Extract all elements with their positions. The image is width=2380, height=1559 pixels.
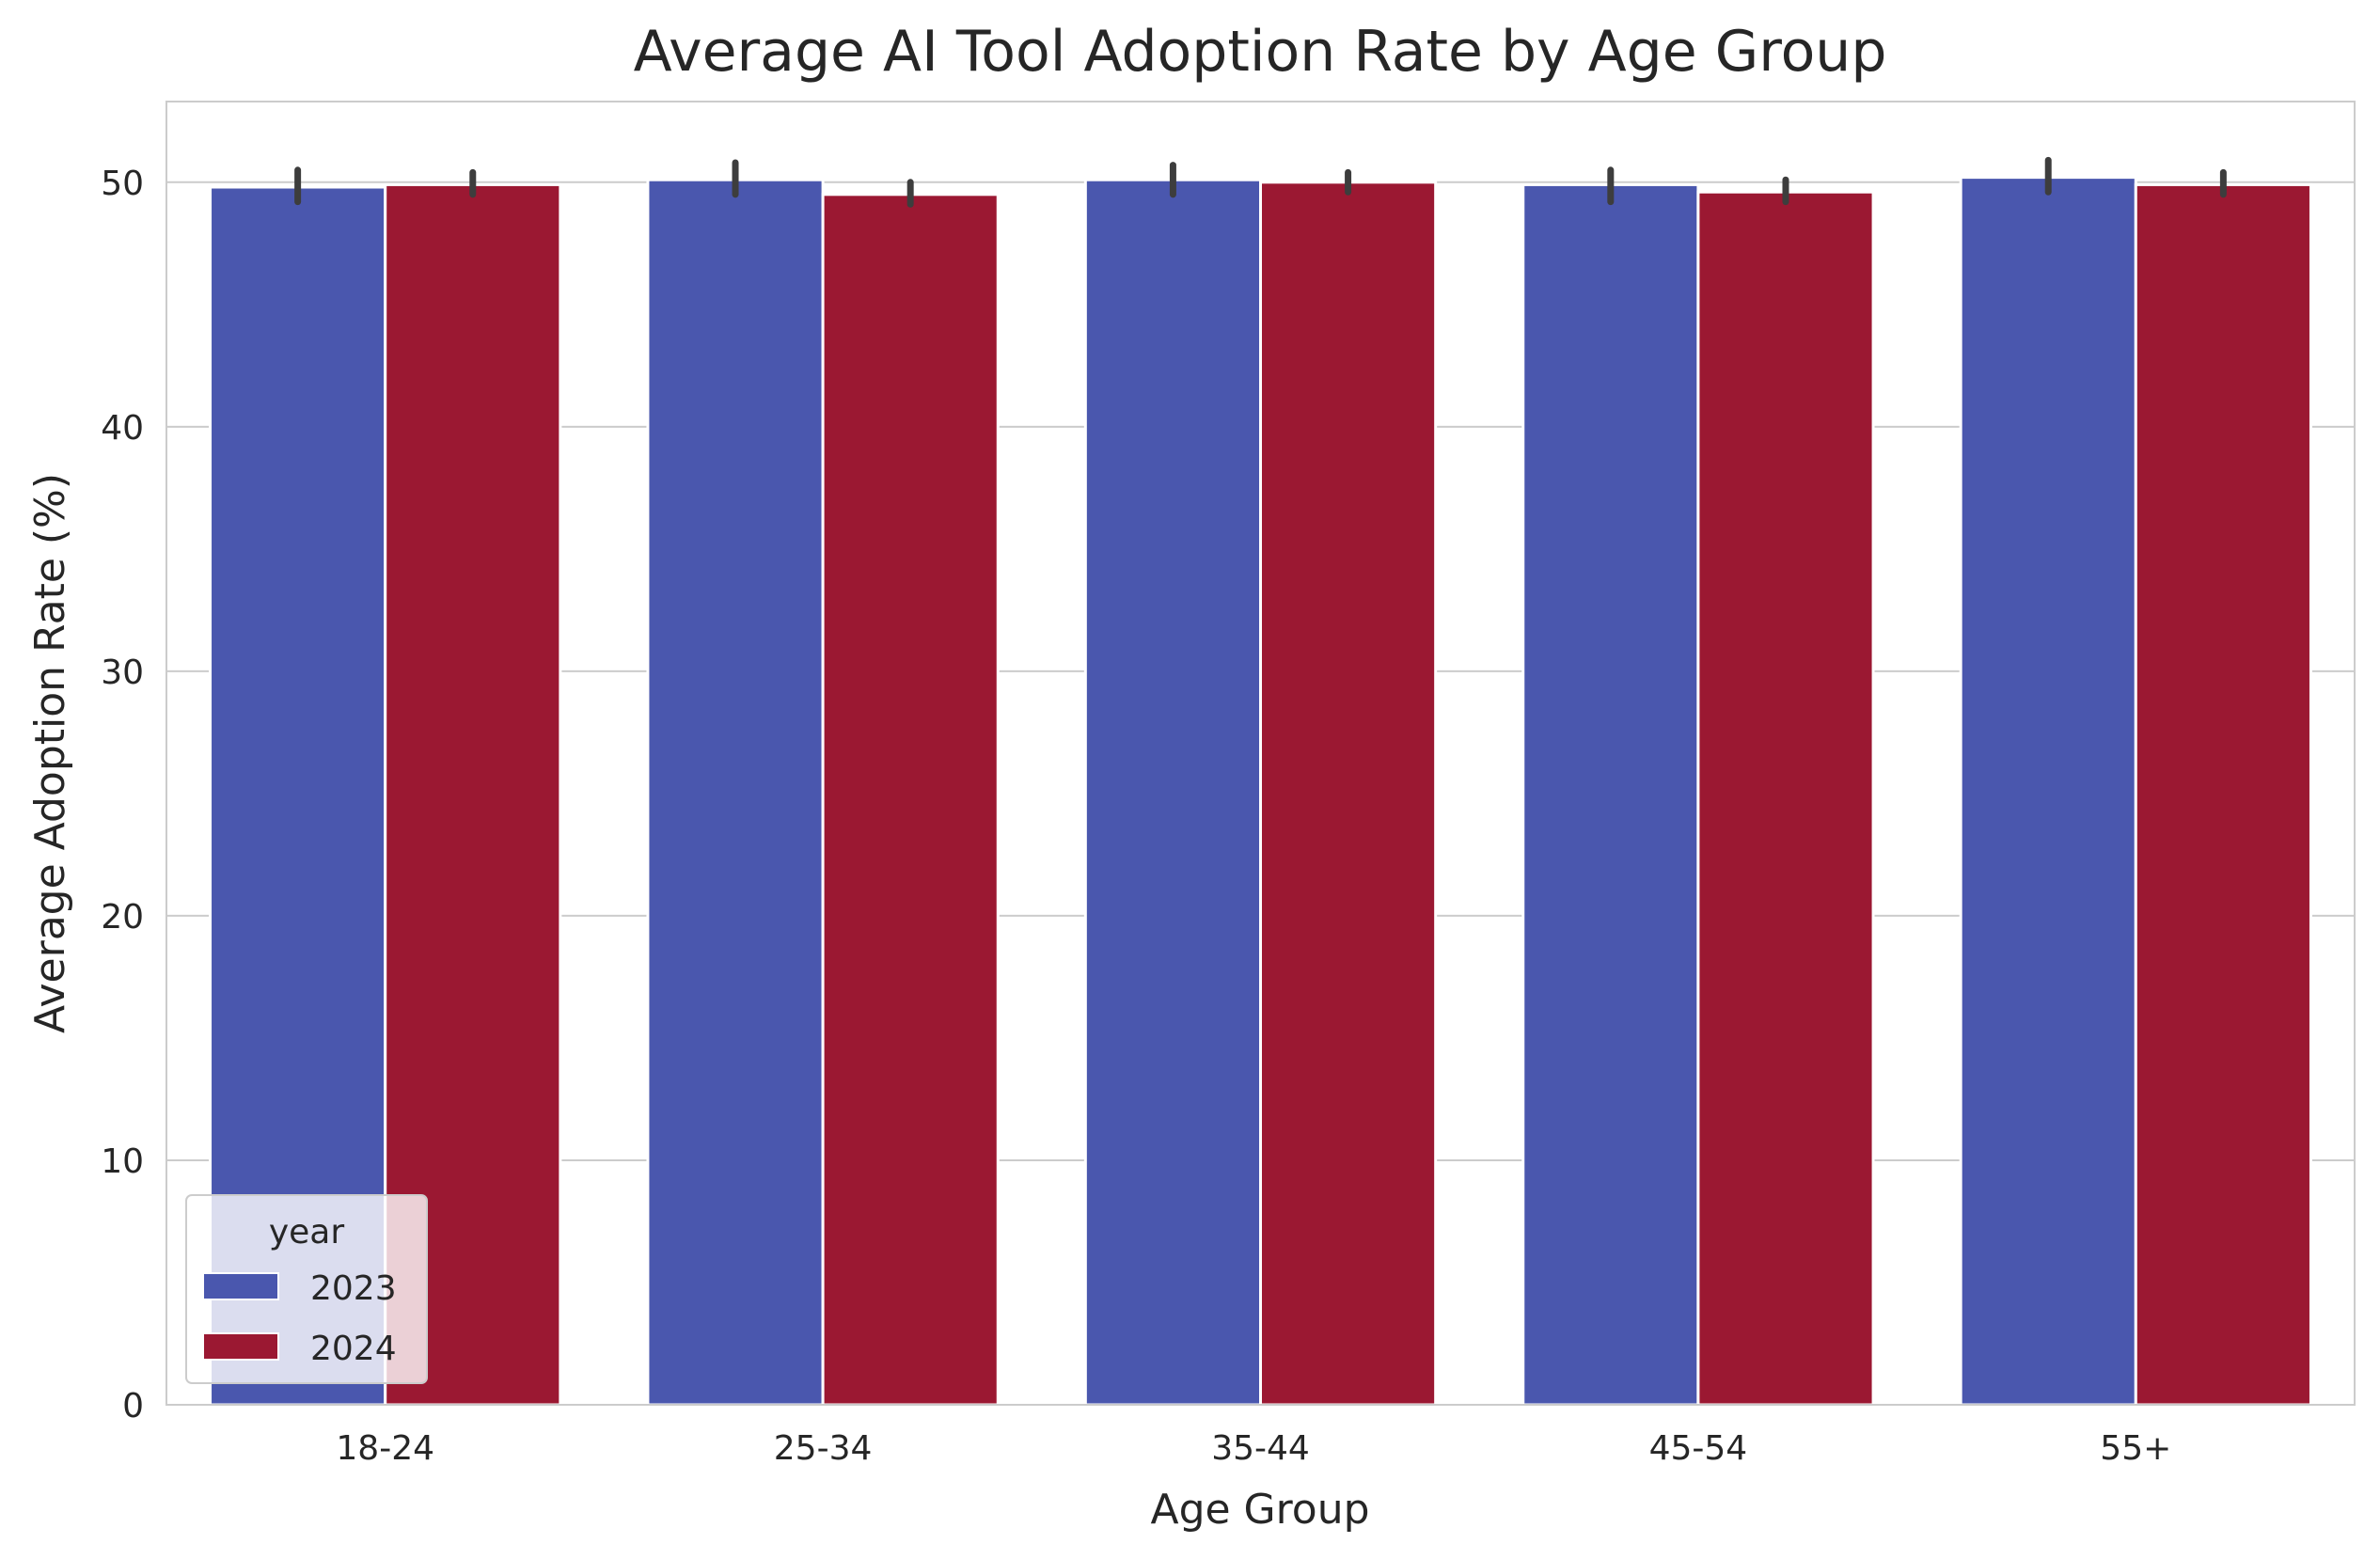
- x-tick-labels: 18-24 25-34 35-44 45-54 55+: [336, 1429, 2171, 1468]
- legend-swatch-2023: [202, 1272, 279, 1300]
- x-tick-label-35-44: 35-44: [1211, 1429, 1310, 1468]
- x-axis-label: Age Group: [1150, 1486, 1369, 1534]
- y-tick-labels: 0 10 20 30 40 50: [101, 165, 144, 1425]
- y-tick-label-50: 50: [101, 165, 144, 203]
- bar-2024-45-54: [1696, 190, 1875, 1407]
- legend: year 2023 2024: [185, 1194, 428, 1384]
- bar-2023-55+: [1959, 176, 2137, 1407]
- x-tick-label-55+: 55+: [2100, 1429, 2171, 1468]
- bar-2023-45-54: [1521, 182, 1700, 1407]
- y-tick-label-40: 40: [101, 409, 144, 448]
- bar-2024-55+: [2134, 182, 2312, 1407]
- y-axis-label: Average Adoption Rate (%): [26, 473, 74, 1033]
- bar-2023-25-34: [646, 178, 825, 1407]
- y-tick-label-30: 30: [101, 654, 144, 692]
- bar-2024-25-34: [821, 193, 1000, 1407]
- y-tick-label-10: 10: [101, 1142, 144, 1181]
- legend-label-2024: 2024: [310, 1330, 397, 1368]
- x-tick-label-45-54: 45-54: [1649, 1429, 1748, 1468]
- bars: [209, 176, 2312, 1407]
- error-bars: [294, 156, 2227, 208]
- x-tick-label-18-24: 18-24: [336, 1429, 434, 1468]
- plot-frame: [165, 101, 2356, 1406]
- legend-title: year: [269, 1213, 345, 1252]
- legend-swatch-2024: [202, 1332, 279, 1361]
- x-tick-label-25-34: 25-34: [774, 1429, 873, 1468]
- y-tick-label-20: 20: [101, 898, 144, 937]
- y-tick-label-0: 0: [122, 1387, 144, 1425]
- bar-2023-35-44: [1083, 178, 1262, 1407]
- bar-2024-35-44: [1259, 181, 1438, 1407]
- chart-title: Average AI Tool Adoption Rate by Age Gro…: [634, 19, 1887, 85]
- legend-label-2023: 2023: [310, 1269, 397, 1308]
